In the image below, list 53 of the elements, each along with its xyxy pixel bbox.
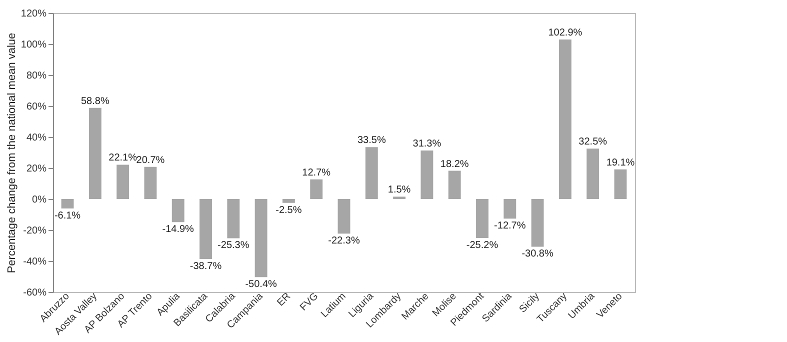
bar [338,199,350,234]
data-label: 102.9% [548,28,582,39]
data-label: -50.4% [245,279,278,290]
y-tick-label: 40% [26,132,47,144]
bar [420,150,434,199]
bar [476,199,488,238]
bar [144,166,157,199]
data-label: -2.5% [276,204,302,216]
bar [172,199,184,222]
bar [448,170,461,199]
data-label: 18.2% [440,158,469,170]
bar [586,148,600,199]
data-label: 58.8% [80,96,110,107]
y-tick-label: -20% [23,226,47,236]
y-tick-label: 0% [32,194,47,206]
y-tick-label: -40% [23,256,47,268]
data-label: 32.5% [578,136,608,148]
data-label: -25.2% [466,240,498,252]
data-label: -12.7% [494,220,526,232]
data-label: -38.7% [190,260,222,272]
data-label: -14.9% [162,224,194,236]
y-tick-label: 100% [20,40,47,50]
y-tick-label: 120% [20,8,47,20]
y-tick-label: 80% [26,70,47,82]
bar [61,199,74,208]
bar [310,179,323,199]
bar [504,199,516,219]
bar [88,108,102,199]
y-tick-label: -60% [23,288,47,298]
y-tick-label: 20% [26,164,47,174]
data-label: 22.1% [108,152,138,164]
bar [227,199,240,238]
bar [531,199,544,247]
data-label: 19.1% [606,157,635,168]
bar [116,164,130,199]
bar [558,40,572,199]
bar [254,199,268,278]
bar [614,169,627,199]
y-axis-title: Percentage change from the national mean value [6,32,18,274]
data-label: 1.5% [388,184,411,196]
bar [200,199,212,259]
bar [365,147,378,199]
data-label: -25.3% [218,240,250,252]
data-label: 31.3% [412,138,442,150]
data-label: -22.3% [328,236,360,247]
x-tick-label: ER [275,290,293,309]
bar [282,199,295,203]
data-label: 33.5% [357,135,386,146]
data-label: -6.1% [54,210,81,222]
y-tick-label: 60% [26,102,47,112]
data-label: 12.7% [302,167,331,178]
data-label: 20.7% [136,154,165,166]
data-label: -30.8% [522,248,554,260]
